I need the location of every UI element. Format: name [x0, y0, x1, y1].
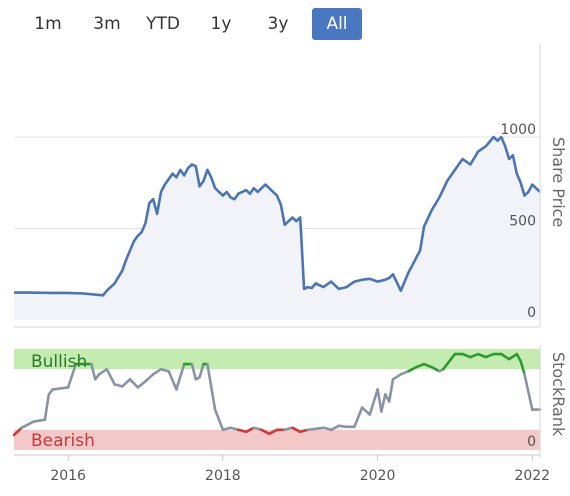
stockrank-segment	[422, 362, 434, 369]
price-series	[14, 135, 541, 320]
stockrank-segment	[51, 386, 70, 391]
stockrank-segment	[136, 379, 147, 389]
range-button-all[interactable]: All	[312, 8, 362, 40]
price-tick-label: 1000	[500, 122, 536, 138]
axis-labels: 0 500 1000 Share Price Bullish Bearish 0 StockR…	[31, 122, 568, 484]
zone-label-bearish: Bearish	[31, 431, 95, 451]
price-tick-label: 0	[527, 305, 536, 321]
price-tick-label: 500	[509, 214, 536, 230]
stockrank-segment	[267, 428, 279, 436]
stockrank-segment	[12, 426, 24, 437]
stockrank-segment	[260, 428, 271, 436]
stockrank-segment	[507, 352, 519, 361]
price-axis-title: Share Price	[549, 137, 568, 227]
stockrank-segment	[291, 426, 302, 434]
zone-label-bullish: Bullish	[31, 352, 87, 372]
stockrank-segment	[221, 426, 232, 432]
zone-bearish	[14, 429, 540, 450]
stockrank-segment	[121, 377, 132, 388]
stockrank-segment	[399, 369, 410, 376]
range-selector: 1m 3m YTD 1y 3y All	[0, 0, 570, 44]
stockrank-segment	[213, 408, 225, 432]
stockrank-segment	[252, 426, 263, 432]
stockrank-segment	[206, 362, 217, 411]
stockrank-segment	[31, 418, 47, 424]
x-tick-label: 2016	[50, 468, 86, 484]
stockrank-segment	[175, 362, 186, 391]
range-button-1y[interactable]: 1y	[210, 14, 232, 34]
stockrank-segment	[43, 393, 51, 422]
x-tick-label: 2018	[205, 468, 241, 484]
stockrank-segment	[20, 420, 35, 430]
stockrank-segment	[159, 367, 170, 373]
x-tick-label: 2022	[514, 468, 550, 484]
stockrank-segment	[144, 372, 155, 383]
stockrank-segment	[97, 367, 109, 376]
stockrank-segment	[244, 426, 256, 434]
axes	[14, 44, 541, 461]
stockrank-segment	[391, 372, 403, 381]
stockrank-segment	[484, 352, 495, 359]
stockrank-segment	[387, 377, 395, 403]
stockrank-segment	[445, 352, 457, 366]
price-line	[14, 135, 541, 297]
stockrank-segment	[283, 426, 294, 432]
stockrank-series	[12, 352, 542, 437]
stockrank-segment	[476, 352, 488, 359]
rank-axis-title: StockRank	[549, 352, 568, 437]
stockrank-segment	[190, 362, 198, 381]
stockrank-segment	[380, 393, 387, 413]
stockrank-segment	[499, 352, 511, 361]
rank-tick-label: 0	[527, 434, 536, 450]
stockrank-segment	[407, 365, 418, 373]
stockrank-segment	[376, 388, 383, 413]
stockrank-segment	[167, 369, 178, 391]
stockrank-segment	[306, 427, 318, 432]
stockrank-segment	[229, 426, 240, 432]
rank-zones	[14, 349, 540, 450]
stockrank-segment	[66, 362, 78, 389]
stockrank-segment	[329, 424, 341, 432]
stockrank-segment	[105, 367, 116, 386]
stockrank-segment	[469, 352, 480, 359]
stockrank-segment	[414, 362, 426, 369]
stockrank-segment	[368, 388, 379, 416]
stockrank-segment	[461, 352, 472, 359]
stockrank-segment	[298, 428, 310, 434]
range-button-1m[interactable]: 1m	[34, 14, 62, 34]
stockrank-segment	[322, 426, 333, 432]
zone-bullish	[14, 349, 540, 370]
stockrank-segment	[151, 367, 163, 376]
stockrank-segment	[430, 365, 441, 373]
stockrank-segment	[515, 352, 523, 363]
range-button-3y[interactable]: 3y	[267, 14, 289, 34]
range-button-ytd[interactable]: YTD	[146, 14, 180, 34]
stockrank-segment	[90, 362, 97, 381]
stockrank-segment	[360, 406, 372, 416]
stockrank-segment	[523, 372, 534, 411]
range-button-3m[interactable]: 3m	[93, 14, 121, 34]
stockrank-segment	[353, 406, 364, 429]
stockrank-segment	[519, 359, 526, 376]
stockrank-segment	[113, 383, 124, 388]
x-tick-label: 2020	[360, 468, 396, 484]
stockrank-segment	[237, 428, 248, 434]
stockrank-segment	[128, 377, 140, 389]
stockrank-segment	[198, 362, 205, 379]
